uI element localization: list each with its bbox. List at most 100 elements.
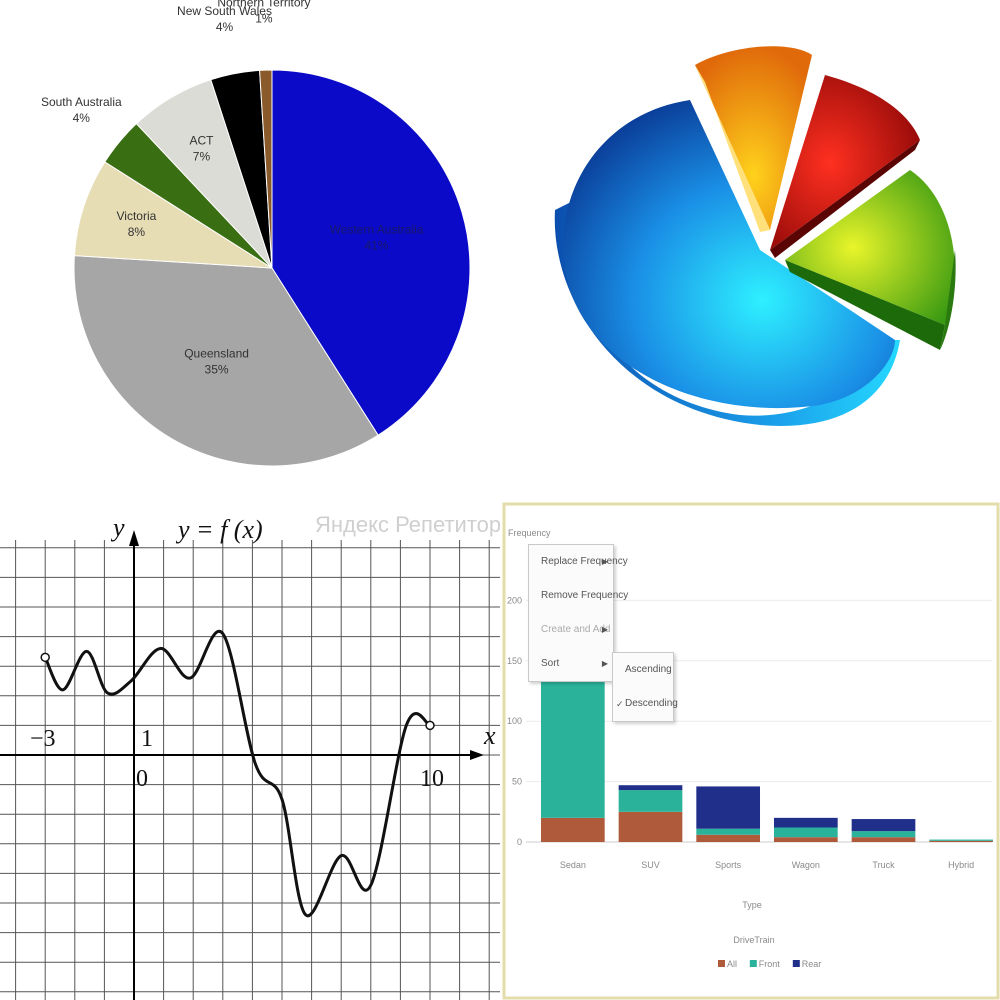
menu-item-label: Sort [541, 658, 560, 669]
bar-sedan-all [540, 817, 605, 842]
bar-y-tick: 100 [507, 716, 522, 726]
bar-y-tick: 0 [517, 837, 522, 847]
legend-title: DriveTrain [733, 935, 774, 945]
bar-y-tick: 50 [512, 777, 522, 787]
pie-percent-south-australia: 4% [73, 111, 91, 125]
pie-percent-act: 7% [193, 150, 211, 164]
bar-x-tick-wagon: Wagon [792, 860, 820, 870]
pie-percent-queensland: 35% [205, 363, 229, 377]
pie-3d-red-side [770, 140, 920, 258]
bar-x-tick-sedan: Sedan [560, 860, 586, 870]
legend-swatch-front [749, 960, 757, 967]
bar-wagon-front [773, 827, 838, 838]
pie-chart-panel: Western Australia 41% Queensland 35% Victori… [0, 0, 500, 500]
pie-3d-blue-slice [563, 100, 895, 409]
pie-label-act: ACT [189, 134, 214, 148]
bar-sports-all [696, 834, 761, 842]
tick-label-0: 0 [136, 766, 148, 792]
bar-x-ticks: Sedan SUV Sports Wagon Truck Hybrid [560, 860, 974, 870]
curve-end-point [425, 720, 435, 731]
pie-label-victoria: Victoria [117, 209, 157, 223]
menu-item-label: Remove Frequency [541, 590, 629, 601]
legend-label-front: Front [759, 959, 781, 969]
submenu-item-label: Ascending [625, 664, 672, 675]
pie-3d-orange-slice [695, 46, 812, 230]
pie-label-new-south-wales: New South Wales [177, 4, 272, 18]
pie-3d-orange-side [695, 65, 770, 232]
pie-slice-victoria [73, 161, 273, 269]
menu-item-remove-frequency[interactable]: Remove Frequency [529, 579, 628, 613]
bar-legend: All Front Rear [718, 959, 821, 969]
bar-wagon-rear [773, 817, 838, 828]
pie-3d-green-slice [785, 170, 955, 325]
bar-x-tick-hybrid: Hybrid [948, 860, 974, 870]
tick-label-minus3: −3 [30, 726, 56, 752]
bar-y-tick: 150 [507, 656, 522, 666]
pie-percent-new-south-wales: 4% [216, 20, 234, 34]
chevron-right-icon: ▶ [601, 557, 608, 566]
watermark-text: Яндекс Репетитор [315, 512, 500, 537]
bar-y-tick: 200 [507, 595, 522, 605]
bar-chart-panel: Frequency 200 150 100 50 0 Sedan SUV Sports Wag… [500, 500, 1000, 1000]
submenu-item-label: Descending [625, 698, 678, 709]
pie-percent-western-australia: 41% [365, 239, 389, 253]
pie-percent-victoria: 8% [128, 225, 146, 239]
function-graph-panel: Яндекс Репетитор y y = f (x) x −3 0 1 10 [0, 500, 500, 1000]
bar-wagon-all [773, 837, 838, 842]
bar-sports-front [696, 828, 761, 835]
bar-hybrid-all [929, 840, 994, 842]
bar-x-label: Type [742, 900, 762, 910]
bar-hybrid-front [929, 839, 994, 841]
pie-slice-western-australia [271, 69, 471, 436]
tick-label-10: 10 [420, 766, 444, 792]
context-menu: Replace Frequency ▶ Remove Frequency Cre… [528, 544, 628, 682]
legend-swatch-rear [792, 960, 800, 967]
pie-label-western-australia: Western Australia [330, 223, 424, 237]
menu-item-create-and-add[interactable]: Create and Add ▶ [529, 613, 613, 647]
menu-item-sort[interactable]: Sort ▶ [529, 647, 613, 681]
pie-3d-green-side [785, 260, 945, 350]
chevron-right-icon: ▶ [601, 625, 608, 634]
menu-item-label: Create and Add [541, 624, 611, 635]
x-axis-label: x [483, 721, 496, 750]
y-axis-label: y [110, 513, 125, 542]
submenu-item-ascending[interactable]: Ascending [613, 653, 673, 687]
bar-x-tick-suv: SUV [641, 860, 660, 870]
legend-label-rear: Rear [802, 959, 822, 969]
function-curve [43, 629, 431, 918]
bar-suv-all [618, 811, 683, 842]
curve-start-point [40, 652, 50, 663]
pie-slice-queensland [73, 255, 379, 467]
pie-3d-red-slice [770, 75, 920, 250]
bar-x-tick-truck: Truck [872, 860, 895, 870]
menu-item-label: Replace Frequency [541, 556, 628, 567]
bar-suv-front [618, 790, 683, 812]
pie-slice-northern-territory [259, 69, 273, 269]
pie-chart: Western Australia 41% Queensland 35% Victori… [41, 0, 471, 467]
pie-label-south-australia: South Australia [41, 95, 122, 109]
bar-x-tick-sports: Sports [715, 860, 742, 870]
pie-percent-northern-territory: 1% [255, 12, 273, 26]
y-axis-arrow [129, 530, 139, 546]
bar-truck-all [851, 837, 916, 842]
chevron-right-icon: ▶ [601, 659, 608, 668]
menu-item-replace-frequency[interactable]: Replace Frequency ▶ [529, 545, 628, 579]
bar-truck-rear [851, 819, 916, 832]
tick-label-1: 1 [141, 726, 153, 752]
pie-label-northern-territory: Northern Territory [217, 0, 310, 10]
pie-label-queensland: Queensland [184, 347, 249, 361]
check-icon: ✓ [616, 699, 624, 709]
bar-sports-rear [696, 786, 761, 829]
pie-3d-green-edge [940, 250, 956, 350]
pie-3d-panel [500, 0, 1000, 500]
function-title: y = f (x) [175, 515, 263, 544]
sort-submenu: Ascending ✓ Descending [612, 652, 678, 722]
x-axis-arrow [470, 750, 484, 760]
legend-label-all: All [727, 959, 737, 969]
legend-swatch-all [718, 960, 725, 967]
bar-truck-front [851, 831, 916, 838]
bar-y-label: Frequency [508, 528, 551, 538]
submenu-item-descending[interactable]: ✓ Descending [613, 687, 678, 721]
function-graph: Яндекс Репетитор y y = f (x) x −3 0 1 10 [0, 512, 500, 1000]
pie-3d-chart [554, 46, 956, 426]
